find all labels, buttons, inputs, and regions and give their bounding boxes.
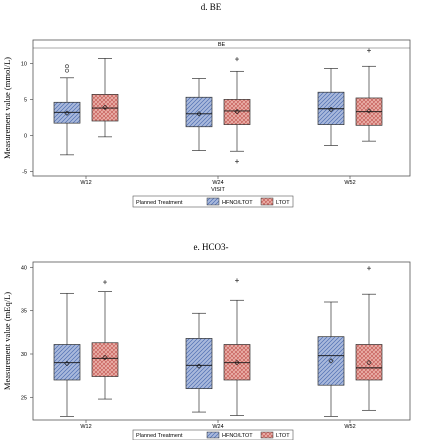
mean-marker bbox=[196, 363, 202, 369]
outlier-point bbox=[103, 280, 107, 285]
box-ltot-w24 bbox=[223, 278, 251, 416]
chart-panel-hco3: e. HCO3- Measurement value (mEq/L) 25 30 35 4… bbox=[2, 242, 411, 440]
box-hfno-ltot-w12 bbox=[53, 292, 81, 417]
x-tick-label: W52 bbox=[344, 180, 355, 186]
x-tick-label: W24 bbox=[212, 424, 223, 430]
mean-marker bbox=[234, 109, 240, 115]
mean-marker bbox=[234, 360, 240, 366]
mean-marker bbox=[328, 106, 334, 113]
y-tick-label: 0 bbox=[24, 133, 27, 139]
legend-entry-label: LTOT bbox=[276, 433, 290, 439]
mean-marker bbox=[366, 108, 372, 114]
legend-swatch bbox=[206, 431, 220, 439]
outlier-point bbox=[65, 64, 69, 69]
outlier-point bbox=[65, 68, 69, 73]
outlier-point bbox=[367, 48, 371, 53]
chart-panel-be: d. BE BE Measurement value (mmol/L) -5 0 5 10 W… bbox=[2, 2, 411, 208]
y-tick-label: 25 bbox=[21, 395, 27, 401]
y-tick-label: 10 bbox=[21, 61, 27, 67]
x-axis-label: VISIT bbox=[211, 187, 225, 193]
y-tick-label: 35 bbox=[21, 309, 27, 315]
legend-title: Planned Treatment bbox=[136, 200, 183, 206]
x-tick-label: W52 bbox=[344, 424, 355, 430]
mean-marker bbox=[102, 104, 108, 110]
legend-title: Planned Treatment bbox=[136, 433, 183, 439]
iqr-box bbox=[185, 96, 213, 128]
plot-frame bbox=[32, 39, 411, 177]
legend-swatch bbox=[260, 431, 274, 439]
mean-marker bbox=[64, 110, 70, 116]
legend-entry-label: HFNO/LTOT bbox=[222, 433, 253, 439]
mean-marker bbox=[102, 354, 108, 361]
box-ltot-w52 bbox=[355, 48, 383, 142]
chart-title: BE bbox=[218, 42, 226, 48]
outlier-point bbox=[235, 57, 239, 62]
box-ltot-w12 bbox=[91, 280, 119, 400]
legend-swatch bbox=[206, 197, 220, 206]
y-tick-label: 5 bbox=[24, 97, 27, 103]
box-hfno-ltot-w12 bbox=[53, 64, 81, 156]
outlier-point bbox=[367, 266, 371, 271]
y-tick-label: 40 bbox=[21, 265, 27, 271]
box-hfno-ltot-w24 bbox=[185, 78, 213, 151]
box-ltot-w12 bbox=[91, 58, 119, 138]
y-tick-label: 30 bbox=[21, 352, 27, 358]
legend-entry-label: HFNO/LTOT bbox=[222, 200, 253, 206]
box-ltot-w52 bbox=[355, 266, 383, 411]
panel-caption: e. HCO3- bbox=[194, 242, 229, 252]
y-axis-label: Measurement value (mEq/L) bbox=[2, 292, 12, 390]
iqr-box bbox=[355, 344, 383, 381]
x-tick-label: W12 bbox=[80, 180, 91, 186]
iqr-box bbox=[91, 342, 119, 377]
mean-marker bbox=[366, 360, 372, 366]
iqr-box bbox=[223, 99, 251, 125]
box-hfno-ltot-w52 bbox=[317, 301, 345, 417]
box-ltot-w24 bbox=[223, 57, 251, 164]
x-tick-label: W12 bbox=[80, 424, 91, 430]
mean-marker bbox=[328, 358, 334, 364]
outlier-point bbox=[235, 159, 239, 164]
panel-caption: d. BE bbox=[201, 2, 222, 12]
iqr-box bbox=[317, 336, 345, 386]
legend-swatch bbox=[260, 197, 274, 206]
y-tick-label: -5 bbox=[22, 169, 27, 175]
legend-entry-label: LTOT bbox=[276, 200, 290, 206]
mean-marker bbox=[196, 111, 202, 117]
box-hfno-ltot-w24 bbox=[185, 312, 213, 413]
outlier-point bbox=[235, 278, 239, 283]
plot-frame bbox=[32, 261, 411, 421]
box-hfno-ltot-w52 bbox=[317, 68, 345, 146]
x-tick-label: W24 bbox=[212, 180, 223, 186]
mean-marker bbox=[64, 360, 70, 367]
y-axis-label: Measurement value (mmol/L) bbox=[2, 57, 12, 159]
